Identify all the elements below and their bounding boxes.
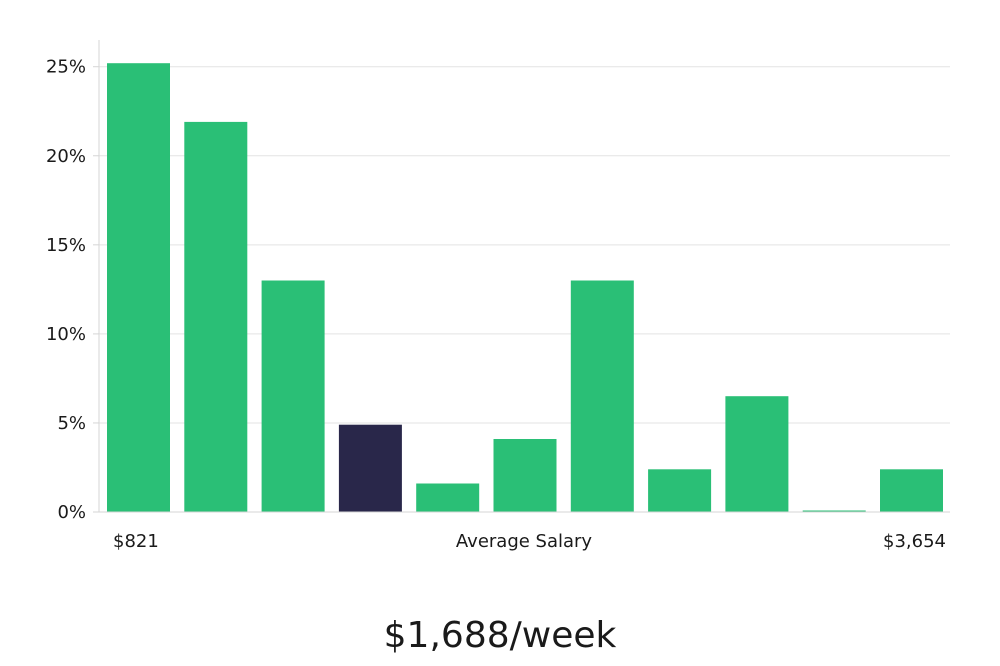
bar-highlighted	[338, 424, 402, 512]
y-tick-label: 25%	[46, 57, 86, 78]
bar	[107, 63, 170, 512]
y-tick-label: 0%	[57, 502, 86, 523]
bar	[416, 483, 480, 512]
y-tick-label: 20%	[46, 146, 86, 167]
bar	[725, 396, 789, 512]
y-axis-ticks: 0% 5% 10% 15% 20% 25%	[46, 57, 99, 523]
y-tick-label: 10%	[46, 324, 86, 345]
bar	[570, 280, 634, 512]
bar	[880, 469, 943, 512]
bars	[107, 63, 943, 513]
bar	[648, 469, 712, 512]
bar	[802, 510, 866, 512]
x-max-label: $3,654	[883, 531, 946, 552]
x-min-label: $821	[113, 531, 159, 552]
average-weekly-salary: $1,688/week	[383, 615, 617, 656]
salary-histogram: 0% 5% 10% 15% 20% 25% $821 Average Salary $3,…	[46, 40, 950, 552]
x-center-label: Average Salary	[456, 531, 593, 552]
bar	[184, 121, 248, 513]
y-tick-label: 15%	[46, 235, 86, 256]
y-tick-label: 5%	[57, 413, 86, 434]
bar	[261, 280, 325, 512]
bar	[493, 439, 557, 512]
